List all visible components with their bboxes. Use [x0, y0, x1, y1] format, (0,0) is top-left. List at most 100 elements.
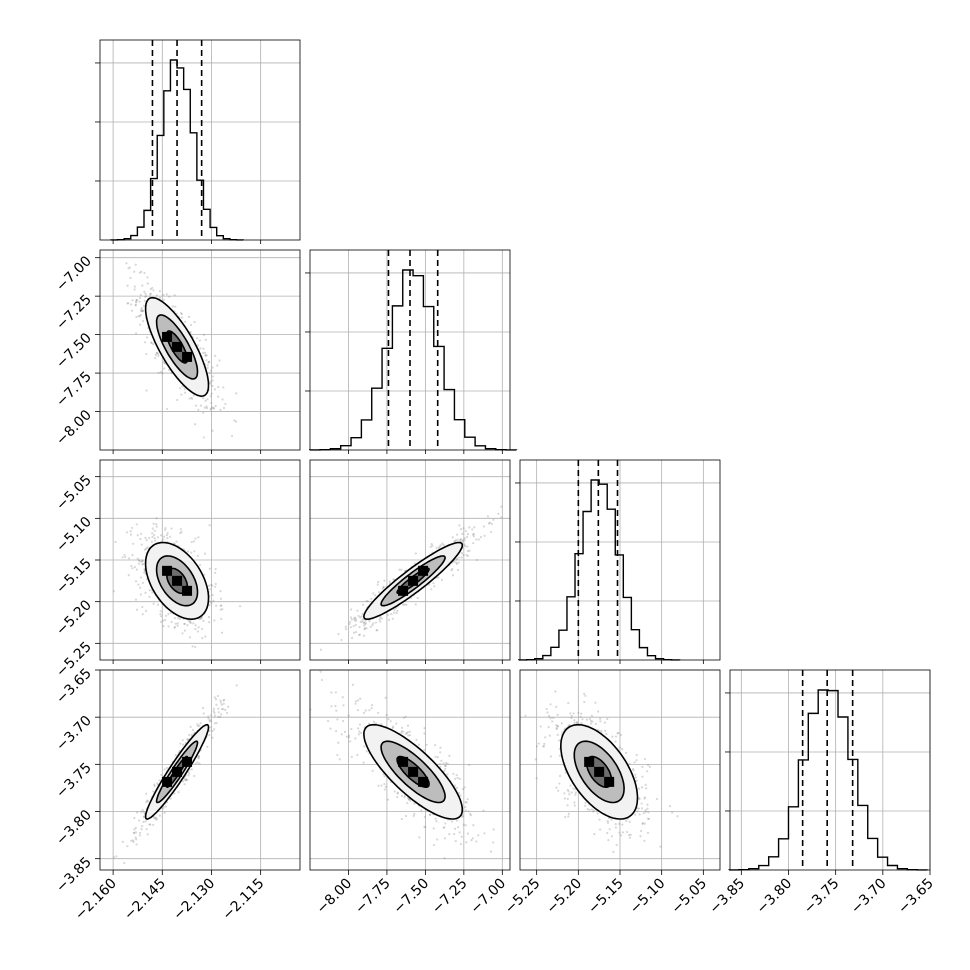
- scatter-point: [153, 537, 156, 540]
- scatter-point: [427, 583, 431, 586]
- scatter-point: [356, 609, 359, 612]
- scatter-point: [442, 762, 445, 765]
- tick-label-x: −7.25: [429, 876, 471, 918]
- scatter-point: [136, 534, 139, 537]
- contour-line-1: [155, 555, 199, 607]
- density-peak-cell: [172, 575, 183, 586]
- scatter-point: [213, 722, 217, 725]
- scatter-point: [358, 625, 361, 629]
- scatter-point: [393, 608, 396, 612]
- scatter-point: [188, 620, 191, 624]
- scatter-point: [169, 611, 172, 614]
- scatter-point: [143, 299, 146, 302]
- scatter-point: [184, 779, 188, 782]
- scatter-point: [189, 621, 192, 625]
- scatter-point: [443, 764, 447, 768]
- scatter-point: [472, 535, 475, 538]
- scatter-point: [434, 743, 437, 747]
- scatter-point: [415, 738, 418, 741]
- scatter-point: [430, 588, 433, 591]
- scatter-point: [588, 717, 591, 721]
- scatter-point: [642, 812, 645, 815]
- scatter-point: [590, 808, 594, 811]
- scatter-point: [126, 284, 129, 287]
- scatter-point: [353, 618, 356, 622]
- scatter-point: [375, 629, 378, 632]
- contour-line-2: [166, 330, 189, 364]
- scatter-point: [423, 815, 426, 818]
- scatter-point: [186, 738, 189, 741]
- scatter-point: [207, 361, 210, 364]
- scatter-point: [423, 732, 426, 735]
- scatter-point: [400, 730, 403, 733]
- scatter-point: [551, 720, 554, 723]
- tick-label-x: −5.10: [627, 876, 669, 918]
- scatter-point: [207, 584, 211, 587]
- scatter-point: [129, 276, 132, 280]
- scatter-point: [142, 304, 146, 307]
- scatter-point: [468, 763, 471, 766]
- scatter-point: [155, 816, 158, 819]
- scatter-point: [214, 585, 217, 588]
- scatter-point: [143, 571, 146, 574]
- scatter-point: [349, 740, 352, 743]
- scatter-point: [372, 622, 375, 625]
- scatter-point: [139, 313, 142, 317]
- scatter-point: [202, 333, 206, 336]
- scatter-point: [163, 528, 167, 532]
- scatter-point: [198, 339, 202, 342]
- scatter-point: [136, 298, 139, 302]
- scatter-point: [402, 716, 406, 719]
- scatter-point: [138, 296, 141, 300]
- scatter-point: [180, 530, 183, 533]
- scatter-point: [187, 315, 191, 318]
- scatter-point: [133, 831, 136, 835]
- scatter-point: [336, 718, 339, 721]
- scatter-point: [364, 619, 367, 622]
- scatter-point: [213, 714, 217, 717]
- scatter-point: [202, 619, 205, 623]
- scatter-point: [348, 734, 351, 737]
- scatter-point: [139, 532, 143, 535]
- scatter-point: [135, 838, 138, 841]
- scatter-point: [345, 735, 348, 738]
- scatter-point: [632, 769, 635, 772]
- scatter-point: [360, 620, 364, 623]
- scatter-point: [173, 617, 176, 620]
- scatter-point: [321, 662, 323, 664]
- scatter-point: [211, 384, 214, 388]
- scatter-point: [377, 580, 380, 583]
- scatter-point: [209, 726, 212, 729]
- scatter-point: [342, 704, 345, 707]
- scatter-point: [180, 312, 183, 316]
- scatter-point: [134, 836, 137, 839]
- density-peak-cell: [398, 756, 409, 767]
- scatter-point: [388, 618, 391, 622]
- scatter-point: [152, 602, 155, 605]
- scatter-point: [438, 545, 441, 548]
- scatter-point: [224, 402, 227, 406]
- scatter-point: [414, 552, 417, 555]
- scatter-point: [207, 360, 211, 363]
- scatter-point: [178, 617, 182, 621]
- scatter-point: [659, 845, 662, 848]
- scatter-point: [338, 758, 341, 761]
- scatter-point: [364, 709, 367, 712]
- scatter-point: [187, 619, 190, 622]
- scatter-point: [380, 784, 383, 787]
- scatter-point: [162, 624, 165, 628]
- scatter-point: [191, 397, 194, 400]
- scatter-point: [563, 792, 566, 795]
- scatter-point: [385, 713, 388, 717]
- scatter-point: [202, 347, 205, 350]
- scatter-point: [212, 407, 216, 410]
- scatter-point: [149, 823, 152, 826]
- scatter-point: [363, 627, 366, 631]
- contour-line-0: [144, 296, 210, 398]
- scatter-point: [184, 391, 187, 394]
- scatter-point: [193, 423, 197, 426]
- scatter-point: [202, 712, 205, 715]
- scatter-point: [208, 729, 211, 732]
- scatter-point: [643, 757, 646, 761]
